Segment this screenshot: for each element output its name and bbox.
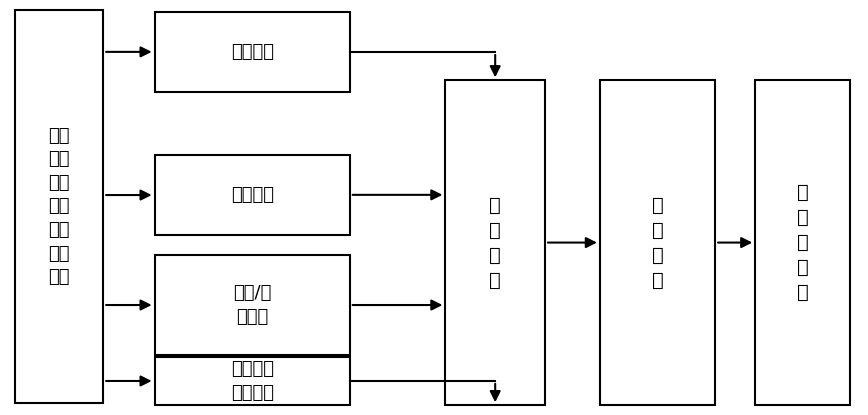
FancyBboxPatch shape: [155, 155, 350, 235]
FancyBboxPatch shape: [445, 80, 545, 405]
Text: 环境温度: 环境温度: [231, 43, 273, 61]
Text: 护层/线
芯电流: 护层/线 芯电流: [233, 284, 272, 326]
FancyBboxPatch shape: [755, 80, 850, 405]
FancyBboxPatch shape: [155, 357, 350, 405]
FancyBboxPatch shape: [600, 80, 715, 405]
Text: 预
测
算
法: 预 测 算 法: [652, 195, 663, 290]
Text: 输
入
样
本: 输 入 样 本: [490, 195, 501, 290]
Text: 输
出
预
测
值: 输 出 预 测 值: [797, 183, 808, 302]
FancyBboxPatch shape: [155, 255, 350, 355]
Text: 环境湿度: 环境湿度: [231, 186, 273, 204]
FancyBboxPatch shape: [15, 10, 103, 403]
Text: 高压
电缆
运行
状态
在线
监测
系统: 高压 电缆 运行 状态 在线 监测 系统: [49, 127, 69, 286]
Text: 电缆接头
历史温度: 电缆接头 历史温度: [231, 360, 273, 402]
FancyBboxPatch shape: [155, 12, 350, 92]
